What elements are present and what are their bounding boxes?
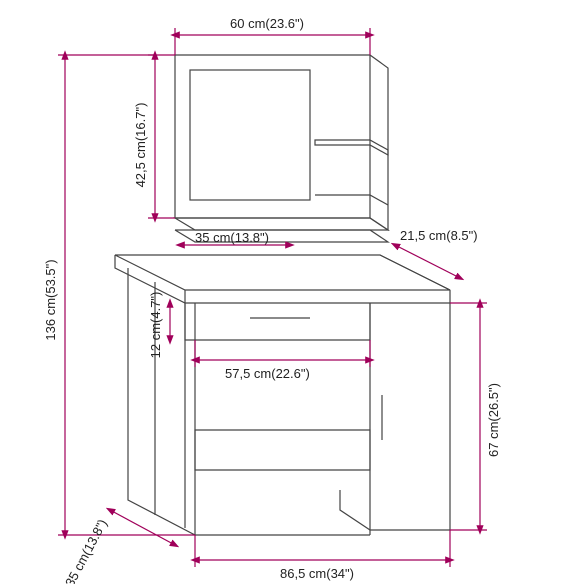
dim-depth: 35 cm(13.8") — [62, 517, 110, 584]
dim-upper-height: 42,5 cm(16.7") — [133, 103, 148, 188]
dim-shelf-depth: 35 cm(13.8") — [195, 230, 269, 245]
dimension-lines — [58, 28, 487, 567]
furniture-outline — [115, 55, 450, 535]
dim-drawer-width: 57,5 cm(22.6") — [225, 366, 310, 381]
dim-total-width: 86,5 cm(34") — [280, 566, 354, 581]
furniture-diagram: 60 cm(23.6") 42,5 cm(16.7") 136 cm(53.5"… — [0, 0, 584, 584]
dim-cabinet-depth: 21,5 cm(8.5") — [400, 228, 478, 243]
dim-cabinet-height: 67 cm(26.5") — [486, 383, 501, 457]
dimension-labels: 60 cm(23.6") 42,5 cm(16.7") 136 cm(53.5"… — [43, 16, 501, 584]
dim-total-height: 136 cm(53.5") — [43, 259, 58, 340]
dim-top-width: 60 cm(23.6") — [230, 16, 304, 31]
dim-drawer-height: 12 cm(4.7") — [148, 292, 163, 359]
